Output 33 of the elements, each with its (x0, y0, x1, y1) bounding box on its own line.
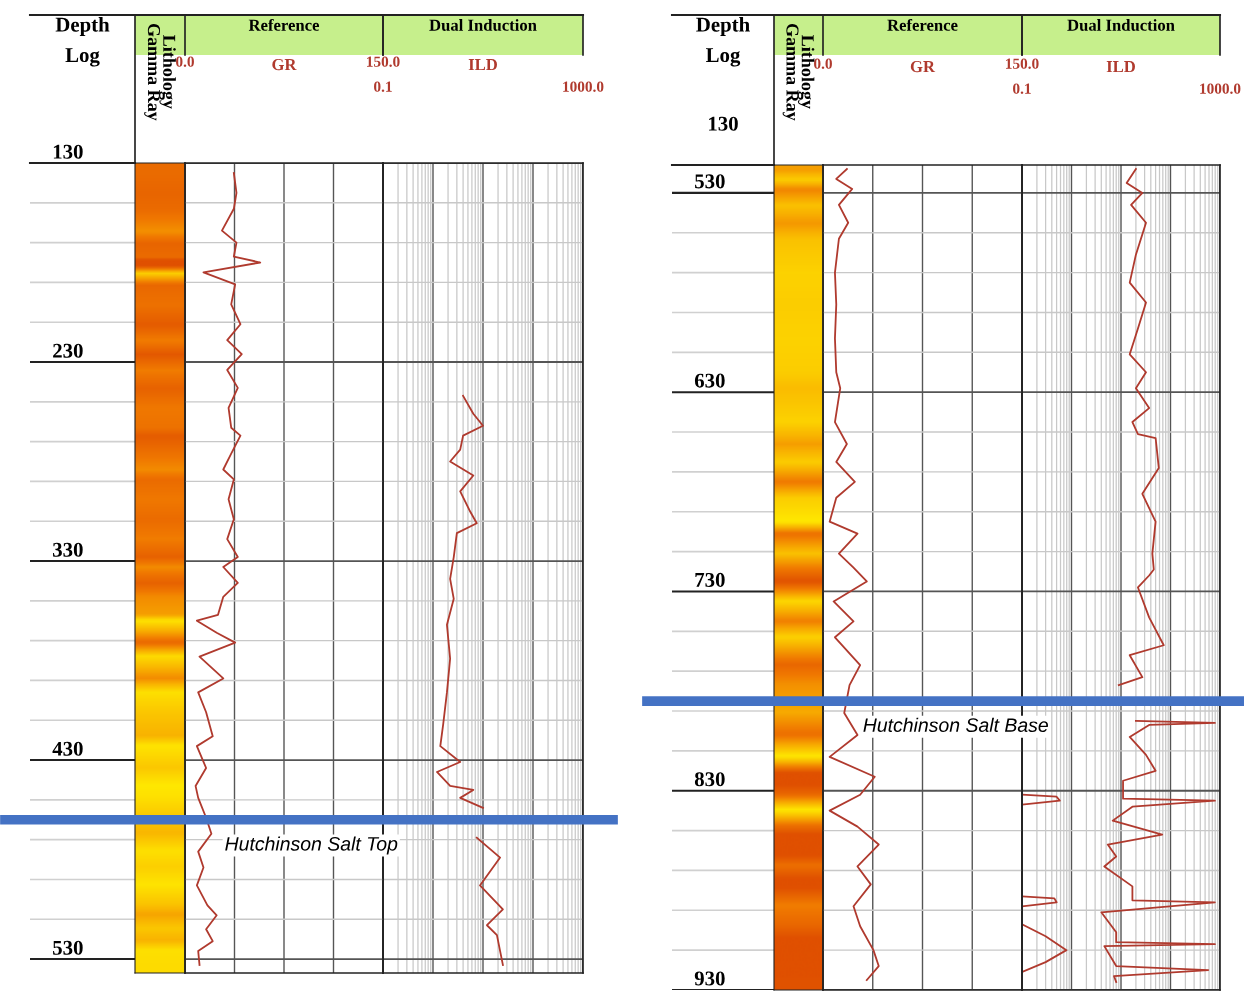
text: Lithology Gamma Ray (144, 23, 176, 121)
y-tick-label: 530 (53, 940, 83, 955)
x-tick-label: 0.1 (374, 81, 392, 92)
x-axis-title: ILD (468, 59, 497, 71)
y-tick-label: 130 (53, 144, 83, 159)
text: 130 (709, 116, 738, 131)
chart-title: Dual Induction (429, 19, 537, 31)
x-axis-title: GR (272, 58, 297, 71)
x-tick-label: 0.0 (814, 58, 832, 69)
chart-title: Reference (248, 18, 320, 31)
chart-title: Reference (887, 18, 958, 31)
chart-title: Dual Induction (1067, 19, 1175, 31)
x-tick-label: 0.1 (1013, 83, 1031, 94)
y-tick-label: 630 (694, 373, 725, 388)
x-tick-label: 0.0 (176, 56, 194, 67)
y-axis-title: Depth Log (696, 17, 750, 67)
x-tick-label: 1000.0 (563, 81, 604, 92)
y-tick-label: 530 (695, 174, 725, 189)
y-axis-title: Depth Log (55, 17, 110, 67)
x-tick-label: 1000.0 (1200, 83, 1241, 94)
y-tick-label: 730 (695, 572, 725, 587)
y-tick-label: 330 (53, 542, 83, 557)
y-tick-label: 930 (694, 971, 725, 986)
x-axis-title: ILD (1106, 61, 1135, 73)
x-tick-label: 150.0 (367, 56, 400, 67)
y-tick-label: 430 (52, 741, 83, 756)
ref-line-label: Hutchinson Salt Top (225, 836, 398, 855)
text: Lithology Gamma Ray (782, 23, 815, 121)
x-axis-title: GR (910, 60, 936, 73)
x-tick-label: 150.0 (1006, 58, 1039, 69)
y-tick-label: 230 (53, 343, 83, 358)
ref-line-label: Hutchinson Salt Base (863, 717, 1048, 732)
y-tick-label: 830 (694, 772, 725, 787)
